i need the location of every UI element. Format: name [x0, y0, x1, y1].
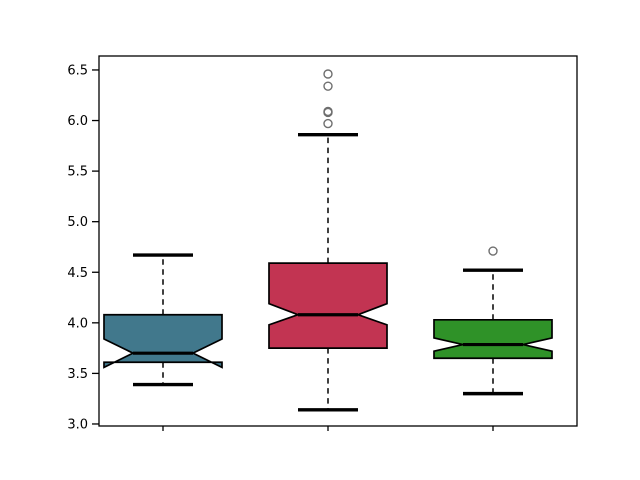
flier-point [488, 246, 498, 256]
flier-point [323, 81, 333, 91]
y-tick-label: 3.0 [67, 417, 88, 432]
y-tick-label: 3.5 [67, 367, 88, 382]
y-tick-label: 6.5 [67, 63, 88, 78]
y-tick-label: 5.0 [67, 215, 88, 230]
plot-area-border [98, 55, 578, 427]
flier-point [323, 69, 333, 79]
box-group-3 [433, 318, 553, 360]
flier-point [323, 106, 333, 117]
y-tick-label: 4.0 [67, 316, 88, 331]
y-tick-label: 6.0 [67, 114, 88, 129]
box-group-1 [103, 313, 223, 369]
box-group-2 [268, 262, 388, 349]
y-tick-label: 5.5 [67, 165, 88, 180]
flier-point [323, 118, 333, 129]
y-tick-label: 4.5 [67, 266, 88, 281]
